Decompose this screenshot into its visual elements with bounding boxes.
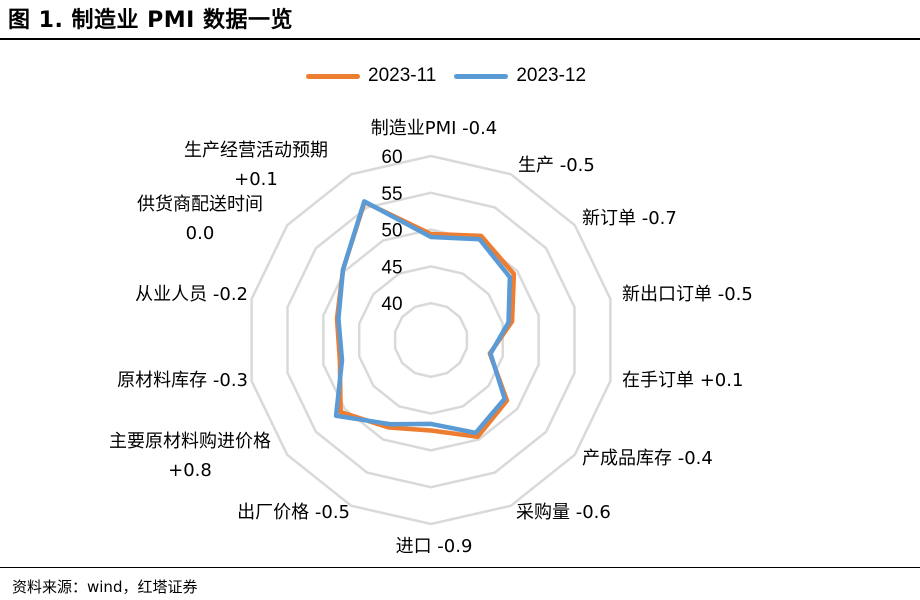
axis-label-12: 供货商配送时间 0.0	[137, 194, 263, 244]
grid-ring-50	[322, 228, 540, 452]
legend-swatch-2023-11	[306, 73, 360, 79]
axis-label-13: 生产经营活动预期+0.1	[184, 140, 328, 190]
axis-label-4: 在手订单 +0.1	[622, 370, 743, 391]
axis-label-8: 出厂价格 -0.5	[237, 502, 350, 523]
grid-ring-60	[250, 154, 612, 526]
bottom-rule	[0, 567, 920, 568]
grid-ring-55	[286, 191, 576, 489]
axis-label-10: 原材料库存 -0.3	[117, 370, 248, 391]
radar-axis-labels: 制造业PMI -0.4 生产 -0.5 新订单 -0.7 新出口订单 -0.5 在手订单…	[109, 118, 753, 557]
legend-swatch-2023-12	[454, 73, 509, 79]
radar-grid	[250, 154, 612, 526]
legend-item-2023-12: 2023-12	[454, 65, 586, 87]
tick-label-55: 55	[381, 184, 402, 205]
axis-label-7: 进口 -0.9	[396, 536, 473, 557]
axis-label-1: 生产 -0.5	[518, 155, 595, 176]
chart-legend: 2023-11 2023-12	[306, 63, 604, 89]
axis-label-6: 采购量 -0.6	[516, 502, 611, 523]
axis-label-2: 新订单 -0.7	[582, 208, 677, 229]
radar-ticks: 40 45 50 55 60	[381, 147, 402, 315]
axis-label-11: 从业人员 -0.2	[135, 284, 248, 305]
tick-label-50: 50	[381, 221, 402, 242]
axis-label-5: 产成品库存 -0.4	[582, 448, 713, 469]
tick-label-45: 45	[381, 257, 402, 278]
radar-series	[333, 199, 517, 440]
top-rule	[0, 38, 920, 40]
grid-ring-40	[393, 301, 469, 379]
axis-label-0: 制造业PMI -0.4	[371, 118, 498, 139]
axis-label-9: 主要原材料购进价格+0.8	[109, 431, 271, 481]
series-line-2023-11	[334, 199, 517, 440]
source-note: 资料来源：wind，红塔证券	[12, 578, 198, 596]
figure-title: 图 1. 制造业 PMI 数据一览	[8, 8, 294, 33]
legend-label-2023-11: 2023-11	[368, 65, 437, 86]
tick-label-60: 60	[381, 147, 402, 168]
grid-ring-45	[357, 265, 505, 415]
legend-item-2023-11: 2023-11	[306, 65, 436, 87]
axis-label-3: 新出口订单 -0.5	[622, 284, 753, 305]
tick-label-40: 40	[381, 294, 402, 315]
legend-label-2023-12: 2023-12	[516, 65, 587, 86]
